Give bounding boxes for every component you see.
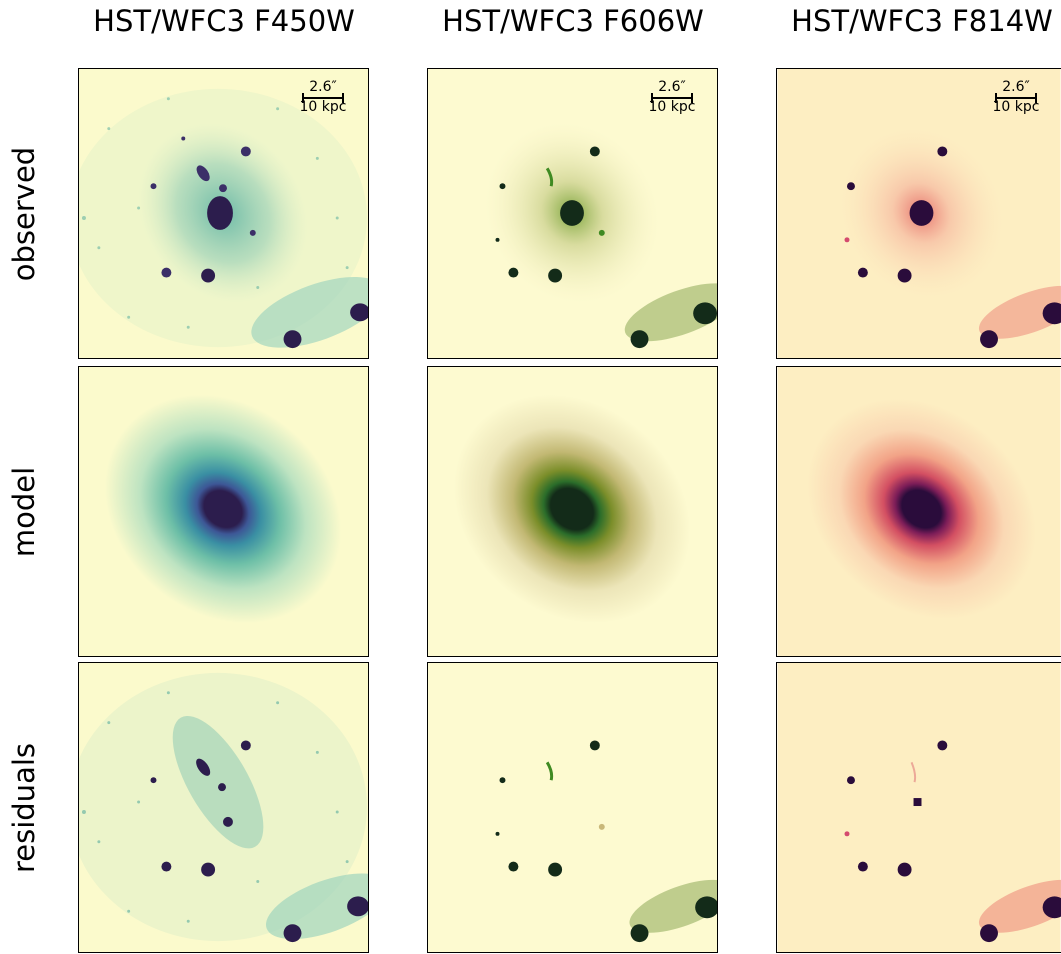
panel-residuals-f450w — [78, 662, 369, 953]
model-f814w-image — [777, 367, 1061, 656]
panel-residuals-f606w — [427, 662, 718, 953]
scale-bar: 2.6″ 10 kpc — [637, 79, 707, 115]
panel-observed-f814w: 2.6″ 10 kpc — [776, 68, 1061, 359]
scale-bar-angle: 2.6″ — [1002, 79, 1030, 95]
scale-bar: 2.6″ 10 kpc — [288, 79, 358, 115]
column-title-f606w: HST/WFC3 F606W — [442, 4, 704, 38]
scale-bar: 2.6″ 10 kpc — [981, 79, 1051, 115]
scale-bar-angle: 2.6″ — [309, 79, 337, 95]
scale-bar-distance: 10 kpc — [299, 99, 347, 115]
panel-model-f606w — [427, 366, 718, 657]
model-f450w-image — [79, 367, 368, 656]
scale-bar-distance: 10 kpc — [992, 99, 1040, 115]
observed-f450w-image — [79, 69, 368, 358]
scale-bar-line — [302, 93, 344, 103]
row-label-observed: observed — [7, 146, 41, 281]
column-title-f450w: HST/WFC3 F450W — [93, 4, 355, 38]
scale-bar-line — [995, 93, 1037, 103]
observed-f606w-image — [428, 69, 717, 358]
scale-bar-distance: 10 kpc — [648, 99, 696, 115]
column-title-f814w: HST/WFC3 F814W — [791, 4, 1053, 38]
residuals-f450w-image — [79, 663, 368, 952]
panel-observed-f450w: 2.6″ 10 kpc — [78, 68, 369, 359]
panel-residuals-f814w — [776, 662, 1061, 953]
row-label-residuals: residuals — [7, 742, 41, 873]
scale-bar-line — [651, 93, 693, 103]
residuals-f814w-image — [777, 663, 1061, 952]
panel-model-f814w — [776, 366, 1061, 657]
residuals-f606w-image — [428, 663, 717, 952]
panel-model-f450w — [78, 366, 369, 657]
panel-observed-f606w: 2.6″ 10 kpc — [427, 68, 718, 359]
scale-bar-angle: 2.6″ — [658, 79, 686, 95]
model-f606w-image — [428, 367, 717, 656]
observed-f814w-image — [777, 69, 1061, 358]
row-label-model: model — [7, 466, 41, 557]
